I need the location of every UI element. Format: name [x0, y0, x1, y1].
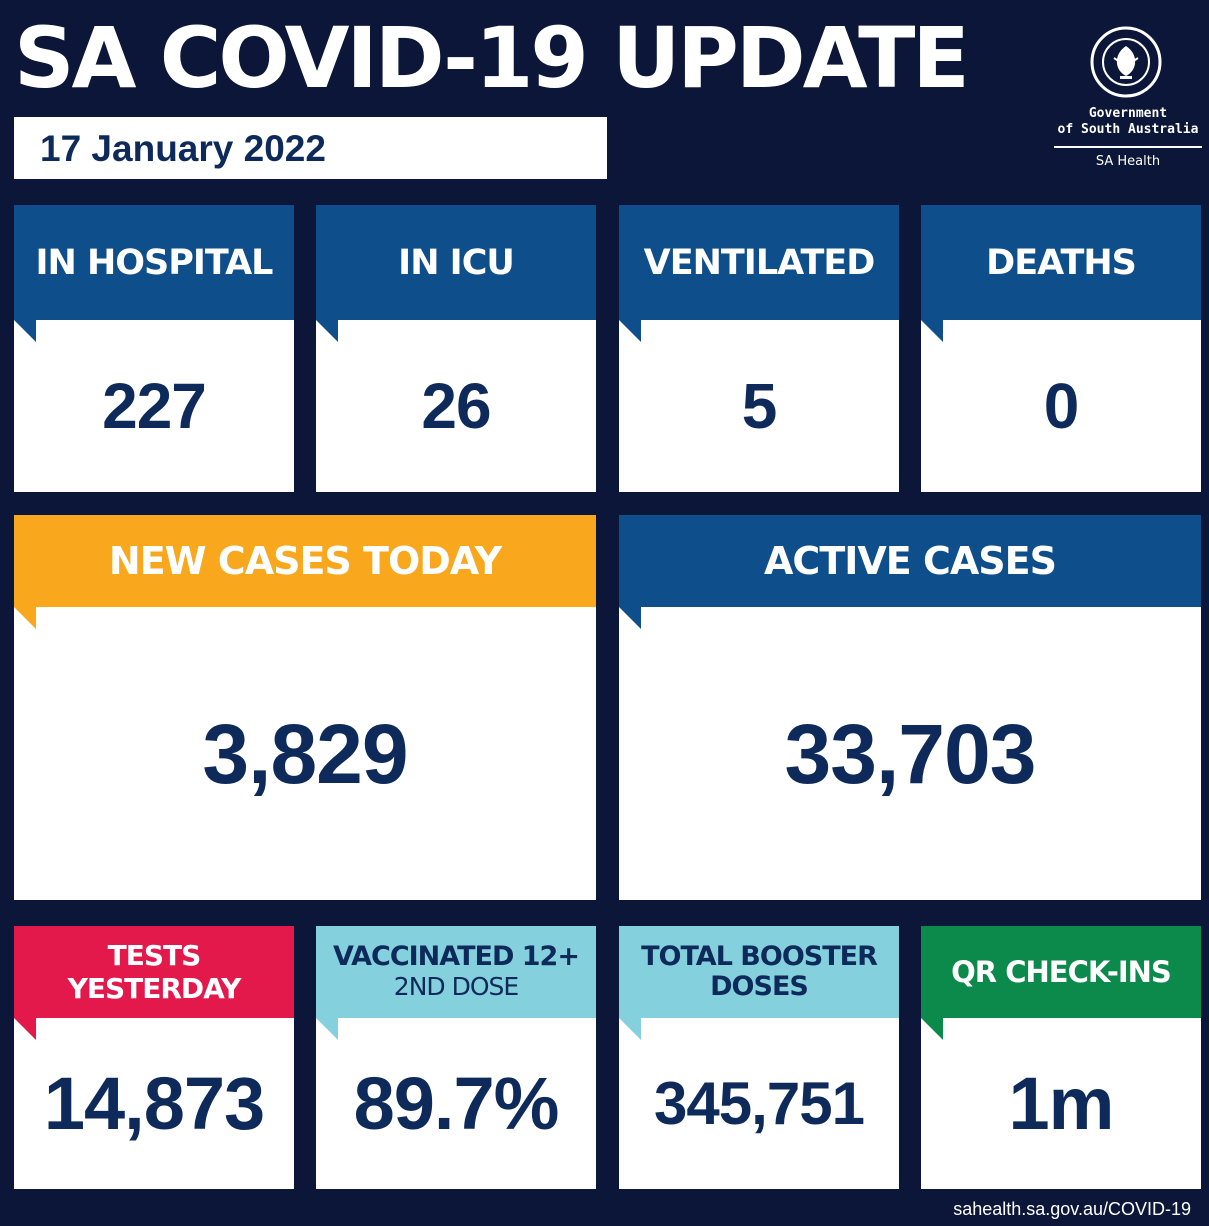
piping-shrike-seal-icon [1090, 26, 1162, 98]
card-body: 89.7% [316, 1018, 596, 1189]
vaccinated-card: VACCINATED 12+ 2ND DOSE 89.7% [316, 926, 596, 1189]
card-header: DEATHS [921, 205, 1201, 320]
new-cases-label: NEW CASES TODAY [108, 539, 502, 583]
tests-label-line-1: TESTS [107, 939, 202, 972]
card-body: 5 [619, 320, 899, 492]
in-hospital-card: IN HOSPITAL 227 [14, 205, 294, 492]
ventilated-card: VENTILATED 5 [619, 205, 899, 492]
tests-value: 14,873 [43, 1061, 265, 1145]
deaths-label: DEATHS [986, 242, 1137, 283]
qr-checkins-value: 1m [1008, 1061, 1115, 1145]
card-header: TESTS YESTERDAY [14, 926, 294, 1018]
active-cases-value: 33,703 [784, 706, 1037, 801]
booster-label-line-2: DOSES [710, 971, 809, 1002]
qr-checkins-label: QR CHECK-INS [951, 955, 1172, 989]
report-date: 17 January 2022 [40, 128, 326, 169]
card-body: 26 [316, 320, 596, 492]
card-body: 1m [921, 1018, 1201, 1189]
card-header: VACCINATED 12+ 2ND DOSE [316, 926, 596, 1018]
card-header: VENTILATED [619, 205, 899, 320]
date-box: 17 January 2022 [14, 117, 607, 179]
vaccinated-label-line-2: 2ND DOSE [393, 972, 519, 1001]
in-icu-value: 26 [421, 370, 491, 442]
ventilated-value: 5 [741, 370, 778, 442]
tests-label-line-2: YESTERDAY [67, 972, 242, 1005]
card-body: 345,751 [619, 1018, 899, 1189]
card-body: 33,703 [619, 607, 1201, 900]
new-cases-value: 3,829 [202, 706, 408, 801]
booster-value: 345,751 [654, 1069, 865, 1137]
card-header: ACTIVE CASES [619, 515, 1201, 607]
logo-line-2: of South Australia [1057, 122, 1199, 137]
page-title: SA COVID-19 UPDATE [14, 9, 970, 107]
active-cases-label: ACTIVE CASES [764, 539, 1057, 583]
vaccinated-value: 89.7% [353, 1061, 560, 1145]
card-header: NEW CASES TODAY [14, 515, 596, 607]
deaths-value: 0 [1043, 370, 1080, 442]
card-body: 3,829 [14, 607, 596, 900]
booster-label-line-1: TOTAL BOOSTER [641, 941, 878, 972]
in-hospital-label: IN HOSPITAL [35, 242, 274, 283]
website-link[interactable]: sahealth.sa.gov.au/COVID-19 [953, 1199, 1191, 1219]
logo-divider [1054, 146, 1202, 148]
active-cases-card: ACTIVE CASES 33,703 [619, 515, 1201, 900]
booster-card: TOTAL BOOSTER DOSES 345,751 [619, 926, 899, 1189]
card-body: 14,873 [14, 1018, 294, 1189]
government-logo: Government of South Australia SA Health [1052, 24, 1204, 174]
in-icu-label: IN ICU [398, 242, 515, 283]
deaths-card: DEATHS 0 [921, 205, 1201, 492]
card-body: 227 [14, 320, 294, 492]
in-hospital-value: 227 [102, 370, 207, 442]
card-header: QR CHECK-INS [921, 926, 1201, 1018]
new-cases-card: NEW CASES TODAY 3,829 [14, 515, 596, 900]
vaccinated-label-line-1: VACCINATED 12+ [333, 941, 580, 972]
card-header: IN HOSPITAL [14, 205, 294, 320]
card-body: 0 [921, 320, 1201, 492]
qr-checkins-card: QR CHECK-INS 1m [921, 926, 1201, 1189]
ventilated-label: VENTILATED [643, 242, 876, 283]
logo-line-1: Government [1088, 106, 1168, 121]
card-header: IN ICU [316, 205, 596, 320]
in-icu-card: IN ICU 26 [316, 205, 596, 492]
tests-card: TESTS YESTERDAY 14,873 [14, 926, 294, 1189]
card-header: TOTAL BOOSTER DOSES [619, 926, 899, 1018]
logo-department: SA Health [1095, 154, 1161, 169]
